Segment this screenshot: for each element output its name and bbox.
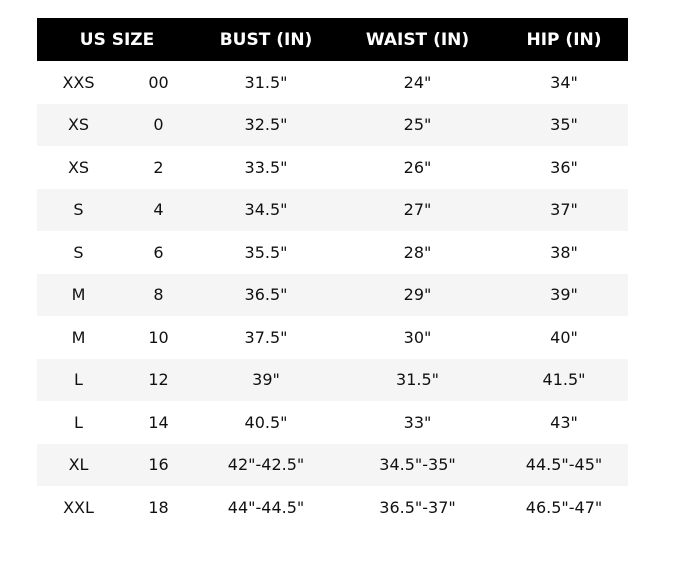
size-number: 12 <box>120 358 198 401</box>
header-bust: BUST (IN) <box>197 18 336 61</box>
size-number: 4 <box>120 188 198 231</box>
waist-value: 29" <box>335 273 501 316</box>
bust-value: 44"-44.5" <box>227 497 305 517</box>
waist-value: 25" <box>335 103 501 146</box>
size-letter: S <box>73 242 84 262</box>
size-letter: M <box>37 273 120 316</box>
bust-value: 33.5" <box>244 157 288 177</box>
hip-value: 37" <box>500 188 629 231</box>
bust-value: 36.5" <box>197 273 336 316</box>
header-row: US SIZE BUST (IN) WAIST (IN) HIP (IN) <box>37 18 629 61</box>
table-row: L 14 40.5" 33" 43" <box>37 401 628 444</box>
size-letter: XXL <box>63 497 94 517</box>
size-chart-table: US SIZE BUST (IN) WAIST (IN) HIP (IN) XX… <box>37 18 629 529</box>
table-row: XS 0 32.5" 25" 35" <box>37 103 629 146</box>
size-letter: L <box>37 358 120 401</box>
size-number: 14 <box>148 412 169 432</box>
table-row: L 12 39" 31.5" 41.5" <box>37 358 629 401</box>
waist-value: 30" <box>403 327 432 347</box>
table-row: XXL 18 44"-44.5" 36.5"-37" 46.5"-47" <box>37 486 628 529</box>
size-letter: XS <box>37 103 120 146</box>
size-number: 2 <box>153 157 164 177</box>
bust-value: 39" <box>197 358 336 401</box>
size-letter: L <box>74 412 83 432</box>
hip-value: 34" <box>550 72 578 92</box>
waist-value: 31.5" <box>335 358 501 401</box>
hip-value: 44.5"-45" <box>500 443 629 486</box>
size-letter: XS <box>67 157 90 177</box>
size-letter: XXS <box>62 72 95 92</box>
bust-value: 32.5" <box>197 103 336 146</box>
hip-value: 39" <box>500 273 629 316</box>
hip-value: 35" <box>500 103 629 146</box>
size-letter: XL <box>37 443 120 486</box>
header-waist: WAIST (IN) <box>335 18 501 61</box>
size-number: 6 <box>153 242 164 262</box>
table-row: XS 2 33.5" 26" 36" <box>37 146 628 189</box>
size-letter: S <box>37 188 120 231</box>
size-number: 18 <box>148 497 169 517</box>
header-hip: HIP (IN) <box>500 18 629 61</box>
size-number: 0 <box>120 103 198 146</box>
hip-value: 38" <box>550 242 578 262</box>
waist-value: 27" <box>335 188 501 231</box>
waist-value: 28" <box>403 242 432 262</box>
hip-value: 46.5"-47" <box>525 497 603 517</box>
bust-value: 35.5" <box>244 242 288 262</box>
bust-value: 37.5" <box>244 327 288 347</box>
size-number: 10 <box>148 327 169 347</box>
waist-value: 24" <box>403 72 432 92</box>
hip-value: 36" <box>550 157 578 177</box>
waist-value: 36.5"-37" <box>379 497 456 517</box>
size-letter: M <box>71 327 86 347</box>
table-row: M 10 37.5" 30" 40" <box>37 316 628 359</box>
bust-value: 34.5" <box>197 188 336 231</box>
bust-value: 31.5" <box>244 72 288 92</box>
waist-value: 26" <box>403 157 432 177</box>
size-number: 16 <box>120 443 198 486</box>
bust-value: 40.5" <box>244 412 288 432</box>
hip-value: 43" <box>550 412 578 432</box>
table-body: XXS 00 31.5" 24" 34" XS 0 32.5" 25" 35" XS 2 33.5" 26… <box>37 61 629 529</box>
waist-value: 34.5"-35" <box>335 443 501 486</box>
bust-value: 42"-42.5" <box>197 443 336 486</box>
table-row: M 8 36.5" 29" 39" <box>37 273 629 316</box>
table-row: S 6 35.5" 28" 38" <box>37 231 628 274</box>
hip-value: 40" <box>550 327 578 347</box>
size-number: 00 <box>148 72 169 92</box>
size-number: 8 <box>120 273 198 316</box>
waist-value: 33" <box>403 412 432 432</box>
table-row: S 4 34.5" 27" 37" <box>37 188 629 231</box>
table-row: XXS 00 31.5" 24" 34" <box>37 61 628 104</box>
header-us-size: US SIZE <box>37 18 198 61</box>
hip-value: 41.5" <box>500 358 629 401</box>
table-row: XL 16 42"-42.5" 34.5"-35" 44.5"-45" <box>37 443 629 486</box>
